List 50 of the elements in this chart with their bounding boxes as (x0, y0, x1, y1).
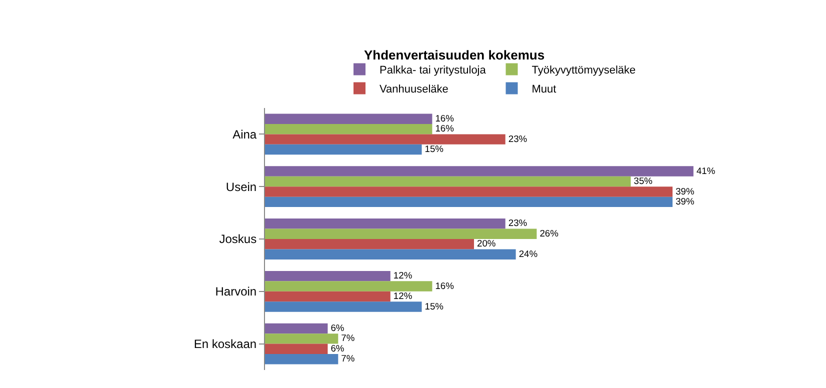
y-tick-label: Usein (226, 180, 257, 194)
bar (265, 281, 432, 292)
bar (265, 323, 328, 334)
bar (265, 270, 390, 282)
data-label: 15% (424, 301, 444, 312)
data-label: 12% (393, 291, 412, 302)
data-label: 23% (508, 134, 528, 144)
y-tick-label: Aina (232, 127, 257, 142)
data-label: 7% (341, 333, 355, 344)
bar (265, 302, 422, 312)
bar (265, 186, 673, 197)
legend-label: Työkyvyttömyyseläke (532, 64, 636, 77)
bar (265, 144, 422, 155)
data-label: 26% (540, 228, 558, 238)
data-label: 15% (424, 144, 444, 154)
bar (265, 114, 432, 124)
legend-label: Palkka- tai yritystuloja (380, 64, 487, 77)
data-label: 24% (518, 248, 538, 259)
data-label: 16% (435, 280, 454, 291)
data-label: 6% (330, 343, 344, 354)
data-label: 7% (341, 354, 355, 364)
legend-label: Vanhuuseläke (380, 84, 448, 96)
bar (265, 291, 390, 302)
bar (265, 354, 338, 364)
bar (265, 344, 328, 354)
data-label: 41% (696, 166, 716, 176)
y-tick-label: En koskaan (194, 337, 257, 351)
bar (265, 239, 474, 250)
data-label: 16% (435, 124, 454, 134)
data-label: 6% (330, 323, 344, 334)
data-label: 16% (435, 113, 454, 124)
data-label: 12% (393, 270, 412, 281)
y-tick-label: Joskus (219, 232, 257, 246)
bar (265, 134, 506, 144)
bar (265, 166, 694, 176)
bar (265, 228, 537, 239)
legend-label: Muut (532, 84, 556, 96)
bar (265, 124, 432, 134)
bar (265, 249, 516, 260)
data-label: 23% (508, 218, 528, 228)
data-label: 39% (676, 196, 694, 206)
data-label: 20% (477, 238, 496, 249)
data-label: 35% (634, 176, 652, 186)
bar (265, 176, 631, 187)
bar (265, 196, 673, 208)
bar (265, 218, 506, 229)
data-label: 39% (676, 186, 694, 196)
y-tick-label: Harvoin (215, 284, 257, 299)
bar (265, 334, 338, 344)
chart-title: Yhdenvertaisuuden kokemus (364, 48, 545, 63)
